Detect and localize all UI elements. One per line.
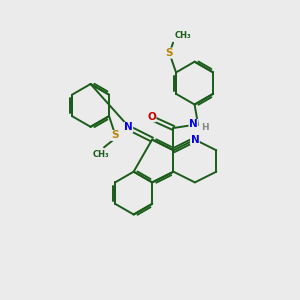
Text: N: N [189,119,198,129]
Text: N: N [190,135,199,145]
Text: CH₃: CH₃ [175,31,191,40]
Text: S: S [111,130,119,140]
Text: O: O [147,112,156,122]
Text: N: N [124,122,133,132]
Text: H: H [202,123,209,132]
Text: S: S [166,48,173,58]
Text: CH₃: CH₃ [93,150,110,159]
